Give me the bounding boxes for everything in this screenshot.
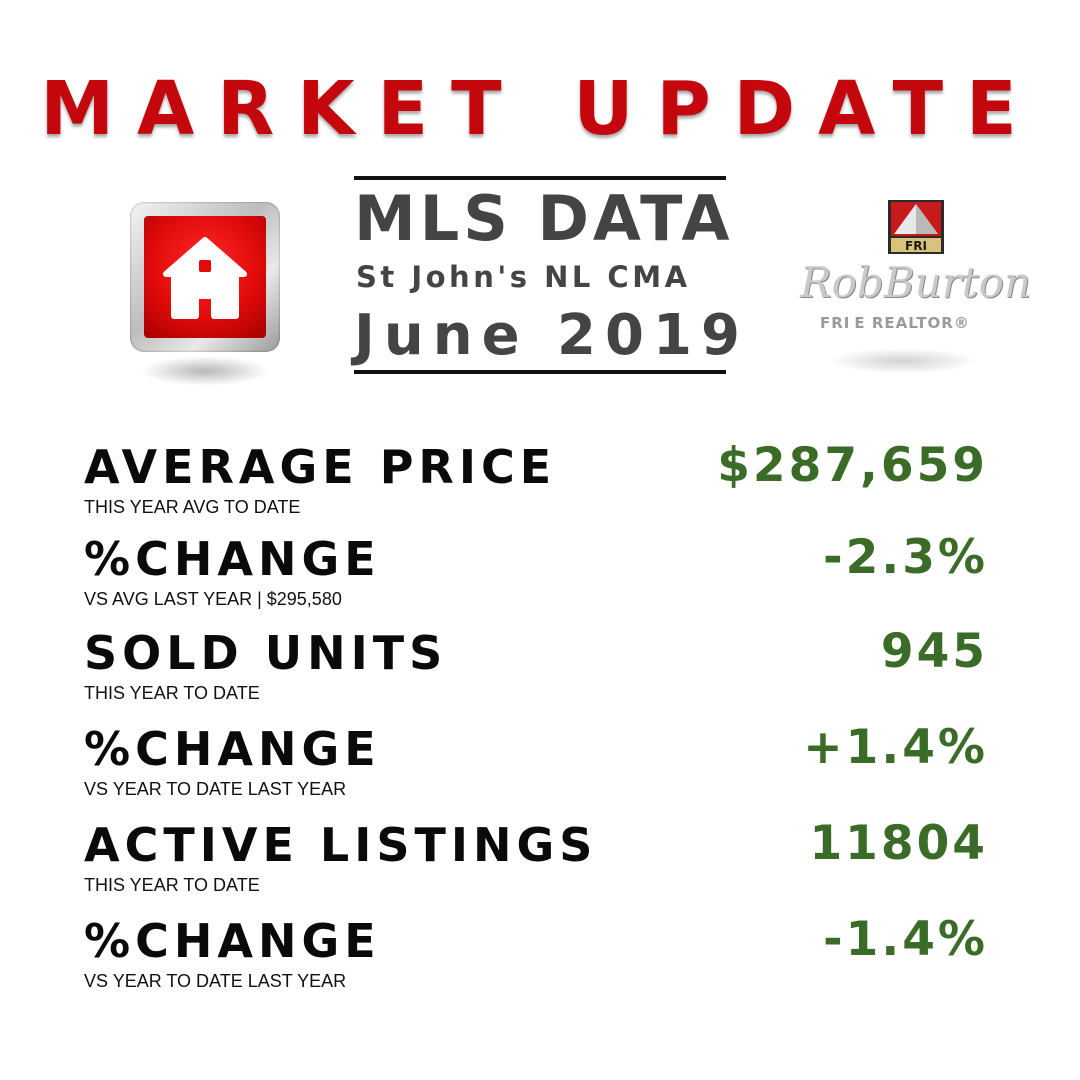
fri-badge-text: FRI (905, 239, 927, 253)
metric-average-price-change: %CHANGE VS AVG LAST YEAR | $295,580 -2.3… (84, 530, 1004, 616)
metric-label: %CHANGE (84, 532, 381, 586)
house-tile-shadow (140, 356, 270, 386)
realtor-designation: FRI E REALTOR® (820, 314, 970, 332)
metric-sublabel: THIS YEAR TO DATE (84, 875, 260, 895)
region-label: St John's NL CMA (356, 260, 691, 294)
bottom-divider (354, 370, 726, 374)
metric-sublabel: VS YEAR TO DATE LAST YEAR (84, 779, 347, 799)
metric-value: 11804 (809, 816, 988, 871)
house-icon-background (144, 216, 266, 338)
metric-sold-units-change: %CHANGE VS YEAR TO DATE LAST YEAR +1.4% (84, 720, 1004, 806)
metric-sublabel: VS AVG LAST YEAR | $295,580 (84, 589, 342, 609)
house-icon (163, 237, 247, 319)
mls-data-heading: MLS DATA (354, 182, 734, 255)
metric-value: 945 (880, 624, 988, 679)
metric-label: %CHANGE (84, 722, 381, 776)
metric-active-listings-change: %CHANGE VS YEAR TO DATE LAST YEAR -1.4% (84, 912, 1004, 998)
metric-label: %CHANGE (84, 914, 381, 968)
metric-sublabel: THIS YEAR AVG TO DATE (84, 497, 301, 517)
metric-average-price: AVERAGE PRICE THIS YEAR AVG TO DATE $287… (84, 438, 1004, 524)
metric-active-listings: ACTIVE LISTINGS THIS YEAR TO DATE 11804 (84, 816, 1004, 902)
metric-value: +1.4% (803, 720, 988, 775)
metric-sublabel: VS YEAR TO DATE LAST YEAR (84, 971, 347, 991)
market-update-title: MARKET UPDATE (40, 66, 1040, 152)
period-label: June 2019 (354, 303, 749, 368)
metric-sold-units: SOLD UNITS THIS YEAR TO DATE 945 (84, 624, 1004, 710)
metric-value: $287,659 (717, 438, 988, 493)
realtor-signature: RobBurton (800, 258, 1031, 307)
logo-shadow (828, 348, 978, 374)
metric-label: ACTIVE LISTINGS (84, 818, 598, 872)
metric-label: AVERAGE PRICE (84, 440, 557, 494)
fri-badge-logo: FRI (888, 200, 944, 254)
metric-label: SOLD UNITS (84, 626, 448, 680)
metric-value: -2.3% (823, 530, 988, 585)
metric-value: -1.4% (823, 912, 988, 967)
metric-sublabel: THIS YEAR TO DATE (84, 683, 260, 703)
house-tile (130, 202, 280, 352)
top-divider (354, 176, 726, 180)
